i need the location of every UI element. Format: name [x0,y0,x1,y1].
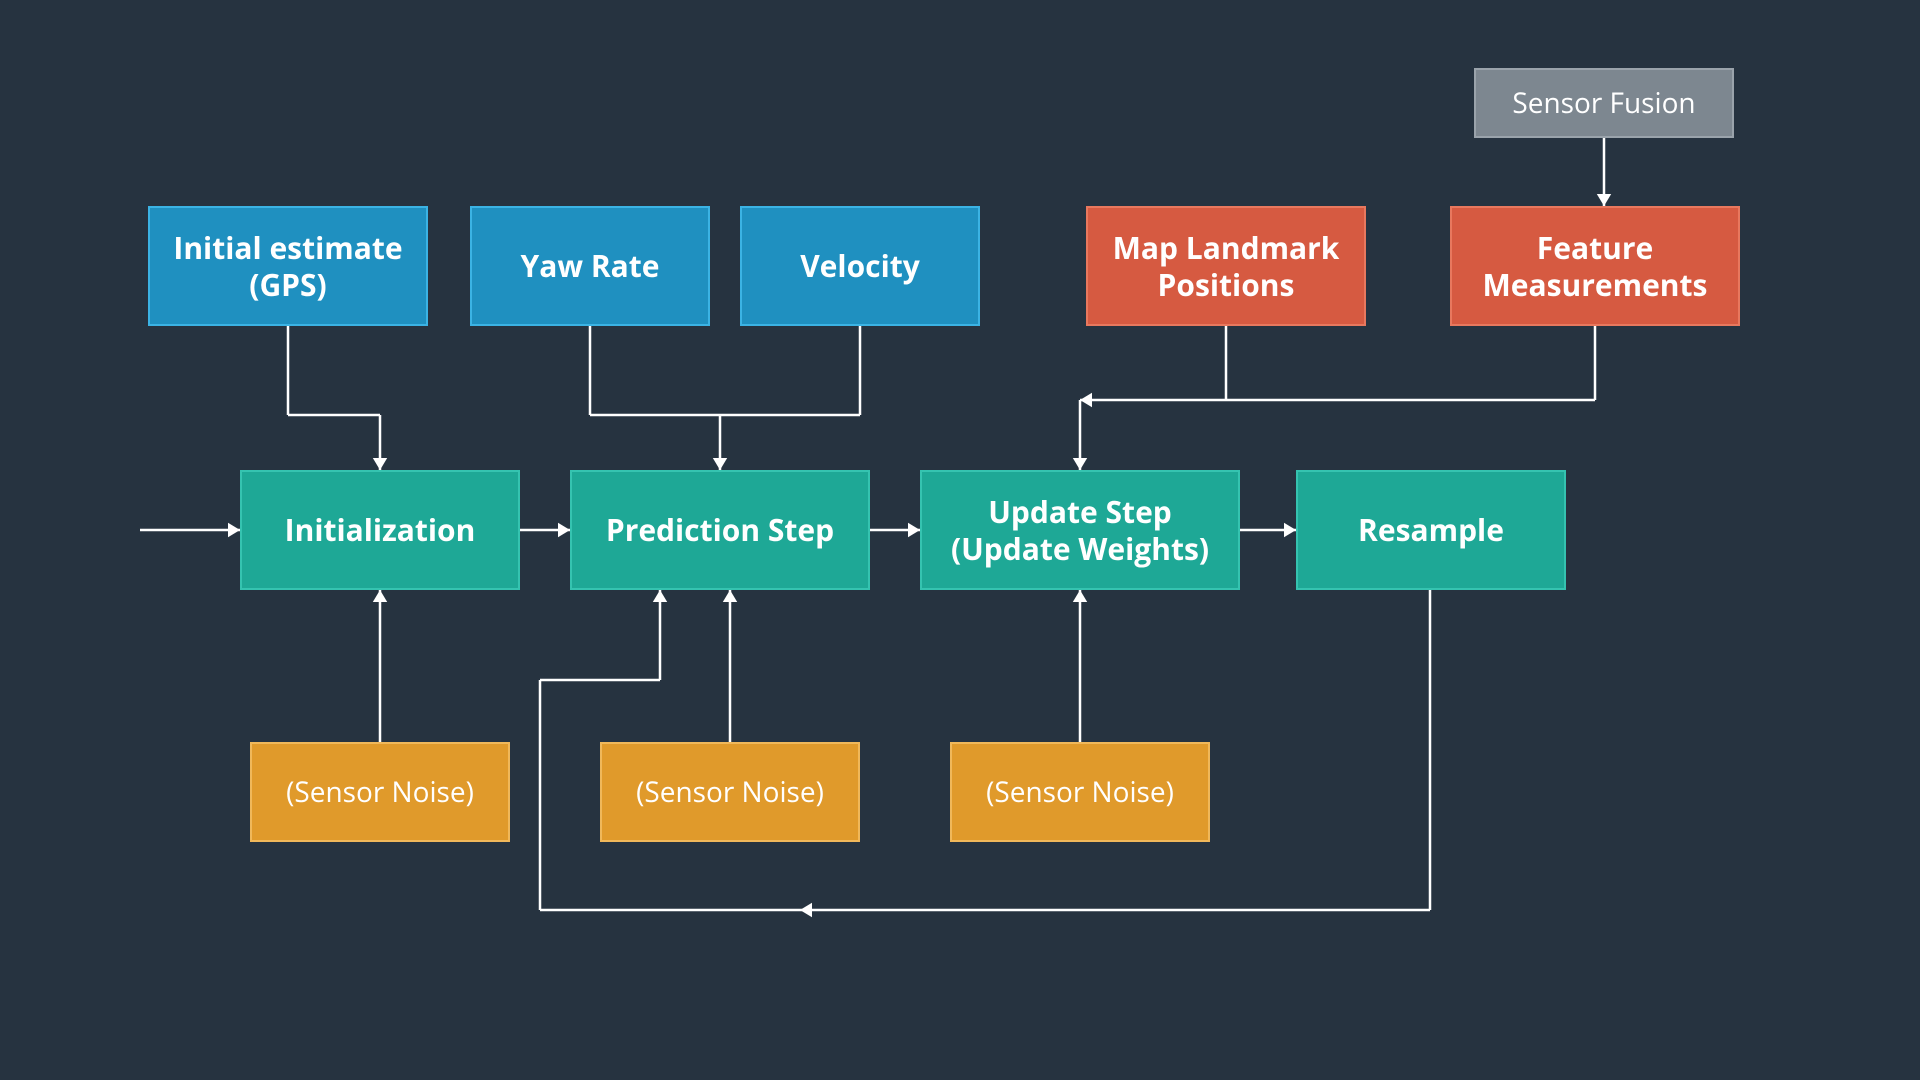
node-resample: Resample [1296,470,1566,590]
node-update-step: Update Step(Update Weights) [920,470,1240,590]
node-label: Map LandmarkPositions [1113,229,1340,304]
node-label: FeatureMeasurements [1483,229,1708,304]
node-label: (Sensor Noise) [636,775,824,810]
node-sensor-fusion: Sensor Fusion [1474,68,1734,138]
node-initialization: Initialization [240,470,520,590]
node-label: Initialization [285,511,476,549]
node-label: (Sensor Noise) [986,775,1174,810]
node-label: Prediction Step [606,511,834,549]
node-map-landmark-positions: Map LandmarkPositions [1086,206,1366,326]
node-label: Resample [1358,511,1504,549]
node-label: (Sensor Noise) [286,775,474,810]
node-label: Initial estimate(GPS) [173,229,402,304]
node-label: Velocity [800,247,920,285]
node-label: Update Step(Update Weights) [951,493,1209,568]
node-prediction-step: Prediction Step [570,470,870,590]
node-velocity: Velocity [740,206,980,326]
node-sensor-noise-2: (Sensor Noise) [600,742,860,842]
node-label: Sensor Fusion [1512,86,1695,121]
node-feature-measurements: FeatureMeasurements [1450,206,1740,326]
node-initial-estimate-gps: Initial estimate(GPS) [148,206,428,326]
node-yaw-rate: Yaw Rate [470,206,710,326]
node-label: Yaw Rate [521,247,660,285]
node-sensor-noise-3: (Sensor Noise) [950,742,1210,842]
node-sensor-noise-1: (Sensor Noise) [250,742,510,842]
